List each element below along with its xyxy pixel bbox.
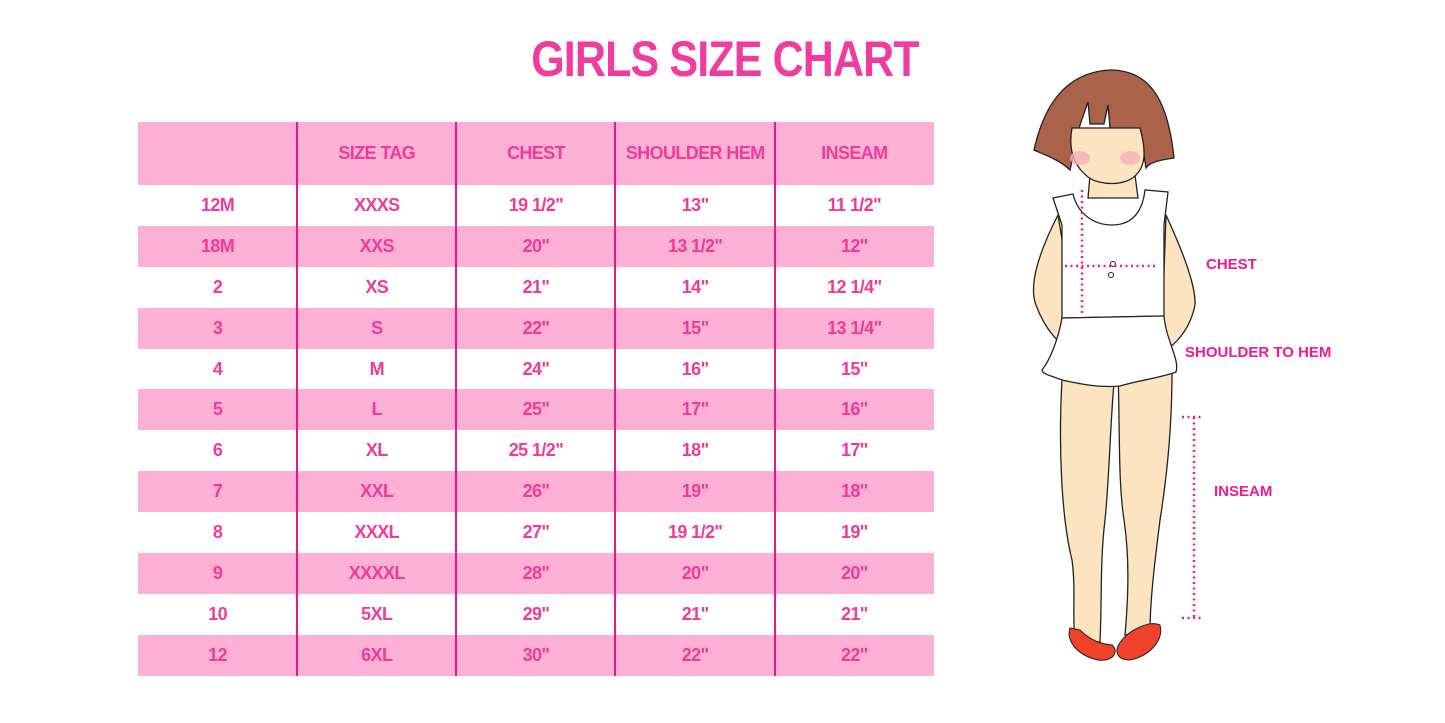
table-cell: 22" <box>681 644 709 665</box>
table-cell: 6XL <box>361 644 393 665</box>
table-cell: 18" <box>840 481 868 502</box>
table-row: 3 S 22" 15" 13 1/4" <box>138 307 934 349</box>
table-cell: XXS <box>359 235 395 256</box>
table-cell: 19" <box>681 481 709 502</box>
table-row: 9 XXXXL 28" 20" 20" <box>138 553 934 594</box>
table-cell: 3 <box>212 317 223 338</box>
table-cell: 12 <box>208 644 227 665</box>
table-cell: M <box>369 358 385 379</box>
table-cell: L <box>371 399 383 420</box>
table-cell: 26" <box>522 481 550 502</box>
table-cell: 16" <box>681 358 709 379</box>
size-table: SIZE TAG CHEST SHOULDER HEM INSEAM 12M XX… <box>138 122 934 676</box>
table-cell: 15" <box>840 358 868 379</box>
table-cell: XL <box>365 440 388 461</box>
inseam-label: INSEAM <box>1214 483 1273 500</box>
header-shoulder-hem: SHOULDER HEM <box>625 143 765 163</box>
table-cell: 13 1/2" <box>667 235 723 256</box>
table-cell: 17" <box>840 440 868 461</box>
table-cell: 22" <box>522 317 550 338</box>
table-cell: 28" <box>522 562 550 583</box>
table-cell: 6 <box>212 440 223 461</box>
table-cell: 8 <box>212 522 223 543</box>
table-cell: 27" <box>522 522 550 543</box>
table-row: 12M XXXS 19 1/2" 13" 11 1/2" <box>138 185 934 226</box>
table-row: 10 5XL 29" 21" 21" <box>138 594 934 635</box>
table-cell: 19 1/2" <box>508 194 564 215</box>
column-divider <box>774 122 776 676</box>
table-row: 6 XL 25 1/2" 18" 17" <box>138 430 934 471</box>
table-row: 12 6XL 30" 22" 22" <box>138 634 934 676</box>
column-divider <box>614 122 616 676</box>
table-cell: 21" <box>522 276 550 297</box>
table-row: 2 XS 21" 14" 12 1/4" <box>138 267 934 308</box>
table-cell: 20" <box>681 562 709 583</box>
table-cell: XXXL <box>354 522 400 543</box>
table-cell: XS <box>365 276 389 297</box>
table-cell: 5XL <box>361 603 393 624</box>
table-cell: XXXXL <box>348 562 406 583</box>
table-cell: 13" <box>681 194 709 215</box>
table-cell: XXL <box>360 481 394 502</box>
table-cell: 14" <box>681 276 709 297</box>
table-cell: 24" <box>522 358 550 379</box>
table-cell: 29" <box>522 603 550 624</box>
table-cell: 11 1/2" <box>827 194 882 215</box>
table-row: 18M XXS 20" 13 1/2" 12" <box>138 225 934 267</box>
table-cell: 4 <box>212 358 223 379</box>
table-cell: 5 <box>212 399 223 420</box>
table-row: 4 M 24" 16" 15" <box>138 349 934 390</box>
table-cell: 25" <box>522 399 550 420</box>
table-cell: 2 <box>212 276 223 297</box>
column-divider <box>455 122 457 676</box>
table-row: 5 L 25" 17" 16" <box>138 389 934 431</box>
table-cell: 18M <box>200 235 235 256</box>
header-chest: CHEST <box>506 143 566 163</box>
table-cell: 19" <box>840 522 868 543</box>
table-cell: 30" <box>522 644 550 665</box>
table-cell: 21" <box>840 603 868 624</box>
table-cell: 19 1/2" <box>667 522 723 543</box>
table-cell: 20" <box>522 235 550 256</box>
header-size-tag: SIZE TAG <box>338 143 416 163</box>
table-cell: 21" <box>681 603 709 624</box>
table-cell: 18" <box>681 440 709 461</box>
table-cell: 7 <box>212 481 223 502</box>
table-cell: 9 <box>212 562 223 583</box>
page-title: GIRLS SIZE CHART <box>531 31 919 87</box>
table-cell: 12" <box>840 235 868 256</box>
table-row: 7 XXL 26" 19" 18" <box>138 471 934 513</box>
header-inseam: INSEAM <box>821 143 888 163</box>
table-cell: 17" <box>681 399 709 420</box>
table-cell: 20" <box>840 562 868 583</box>
table-cell: XXXS <box>353 194 400 215</box>
chest-label: CHEST <box>1206 256 1257 273</box>
table-header-row: SIZE TAG CHEST SHOULDER HEM INSEAM <box>138 122 934 185</box>
table-cell: 13 1/4" <box>827 317 882 338</box>
table-cell: 12M <box>200 194 235 215</box>
table-cell: 15" <box>681 317 709 338</box>
column-divider <box>296 122 298 676</box>
table-cell: 10 <box>208 603 227 624</box>
table-cell: 25 1/2" <box>508 440 564 461</box>
table-cell: 12 1/4" <box>827 276 882 297</box>
table-cell: 22" <box>840 644 868 665</box>
shoulder-to-hem-label: SHOULDER TO HEM <box>1185 344 1332 361</box>
table-row: 8 XXXL 27" 19 1/2" 19" <box>138 512 934 553</box>
table-cell: 16" <box>840 399 868 420</box>
table-cell: S <box>371 317 383 338</box>
